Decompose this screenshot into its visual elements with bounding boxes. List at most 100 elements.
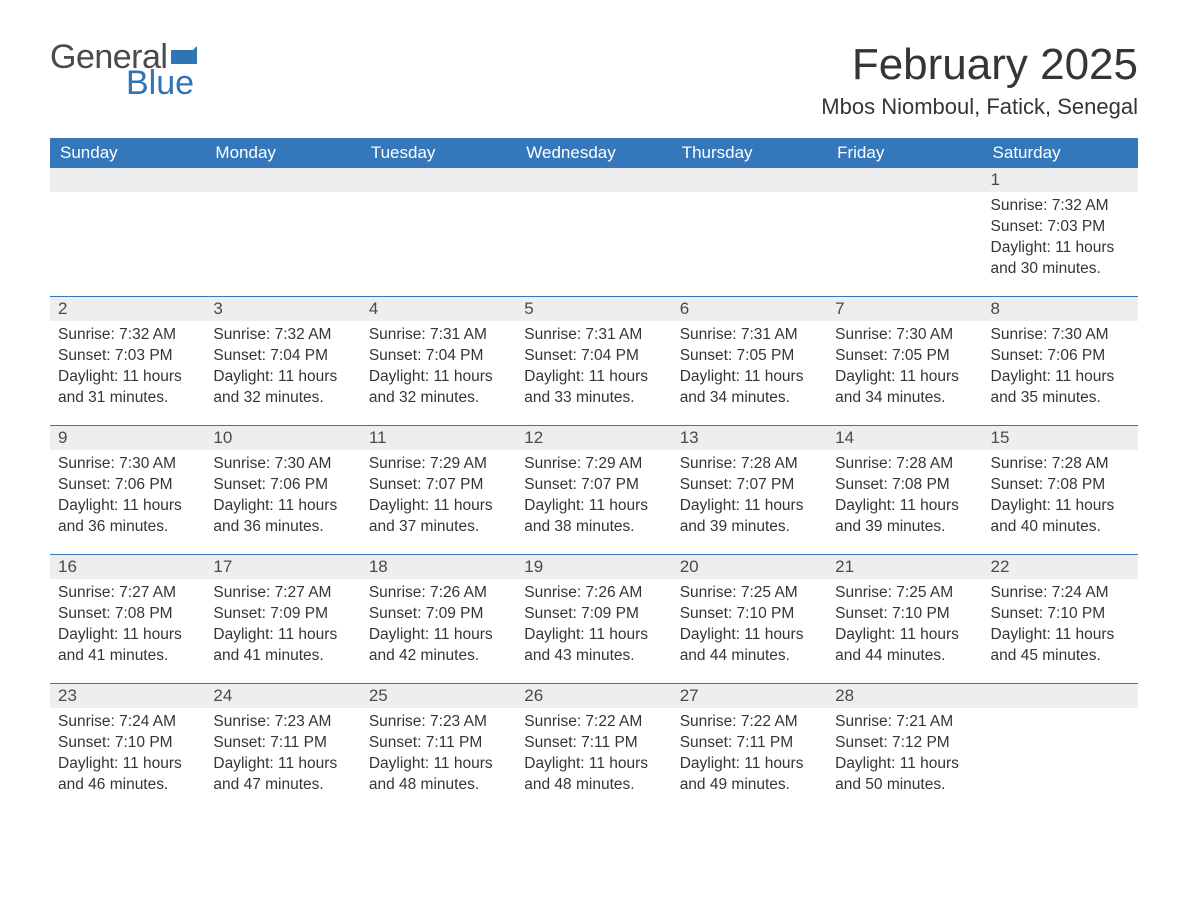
day-number: 18 [361, 555, 516, 579]
day-details: Sunrise: 7:25 AMSunset: 7:10 PMDaylight:… [827, 579, 982, 681]
day-number: 11 [361, 426, 516, 450]
day-number: 10 [205, 426, 360, 450]
calendar-day: 28Sunrise: 7:21 AMSunset: 7:12 PMDayligh… [827, 684, 982, 813]
calendar-day-empty [205, 168, 360, 297]
day-number: 4 [361, 297, 516, 321]
calendar-day: 10Sunrise: 7:30 AMSunset: 7:06 PMDayligh… [205, 426, 360, 555]
calendar-day: 22Sunrise: 7:24 AMSunset: 7:10 PMDayligh… [983, 555, 1138, 684]
title-block: February 2025 Mbos Niomboul, Fatick, Sen… [821, 40, 1138, 120]
calendar-day: 1Sunrise: 7:32 AMSunset: 7:03 PMDaylight… [983, 168, 1138, 297]
calendar-week: 1Sunrise: 7:32 AMSunset: 7:03 PMDaylight… [50, 168, 1138, 297]
calendar-day: 7Sunrise: 7:30 AMSunset: 7:05 PMDaylight… [827, 297, 982, 426]
calendar-day: 15Sunrise: 7:28 AMSunset: 7:08 PMDayligh… [983, 426, 1138, 555]
calendar-day: 18Sunrise: 7:26 AMSunset: 7:09 PMDayligh… [361, 555, 516, 684]
day-number: 2 [50, 297, 205, 321]
day-number: 28 [827, 684, 982, 708]
day-number: 19 [516, 555, 671, 579]
day-details: Sunrise: 7:26 AMSunset: 7:09 PMDaylight:… [516, 579, 671, 681]
calendar-day: 8Sunrise: 7:30 AMSunset: 7:06 PMDaylight… [983, 297, 1138, 426]
day-details: Sunrise: 7:32 AMSunset: 7:03 PMDaylight:… [983, 192, 1138, 294]
day-number [516, 168, 671, 192]
day-header: Monday [205, 138, 360, 168]
day-details: Sunrise: 7:28 AMSunset: 7:08 PMDaylight:… [983, 450, 1138, 552]
day-number: 13 [672, 426, 827, 450]
day-details: Sunrise: 7:23 AMSunset: 7:11 PMDaylight:… [205, 708, 360, 810]
calendar-day: 9Sunrise: 7:30 AMSunset: 7:06 PMDaylight… [50, 426, 205, 555]
day-number [827, 168, 982, 192]
day-details: Sunrise: 7:31 AMSunset: 7:05 PMDaylight:… [672, 321, 827, 423]
day-details: Sunrise: 7:24 AMSunset: 7:10 PMDaylight:… [983, 579, 1138, 681]
day-number [361, 168, 516, 192]
calendar-day: 25Sunrise: 7:23 AMSunset: 7:11 PMDayligh… [361, 684, 516, 813]
calendar-day: 11Sunrise: 7:29 AMSunset: 7:07 PMDayligh… [361, 426, 516, 555]
day-details: Sunrise: 7:30 AMSunset: 7:06 PMDaylight:… [983, 321, 1138, 423]
calendar-day: 23Sunrise: 7:24 AMSunset: 7:10 PMDayligh… [50, 684, 205, 813]
day-header: Thursday [672, 138, 827, 168]
calendar-day: 2Sunrise: 7:32 AMSunset: 7:03 PMDaylight… [50, 297, 205, 426]
calendar-day: 3Sunrise: 7:32 AMSunset: 7:04 PMDaylight… [205, 297, 360, 426]
day-number [205, 168, 360, 192]
day-number [672, 168, 827, 192]
calendar-week: 2Sunrise: 7:32 AMSunset: 7:03 PMDaylight… [50, 297, 1138, 426]
day-number: 9 [50, 426, 205, 450]
day-number: 20 [672, 555, 827, 579]
day-header-row: SundayMondayTuesdayWednesdayThursdayFrid… [50, 138, 1138, 168]
calendar-day-empty [672, 168, 827, 297]
month-title: February 2025 [821, 40, 1138, 90]
day-details: Sunrise: 7:28 AMSunset: 7:08 PMDaylight:… [827, 450, 982, 552]
calendar-week: 16Sunrise: 7:27 AMSunset: 7:08 PMDayligh… [50, 555, 1138, 684]
day-number: 23 [50, 684, 205, 708]
day-details: Sunrise: 7:26 AMSunset: 7:09 PMDaylight:… [361, 579, 516, 681]
day-number: 14 [827, 426, 982, 450]
day-number: 15 [983, 426, 1138, 450]
day-number: 7 [827, 297, 982, 321]
calendar-day: 24Sunrise: 7:23 AMSunset: 7:11 PMDayligh… [205, 684, 360, 813]
calendar-day: 6Sunrise: 7:31 AMSunset: 7:05 PMDaylight… [672, 297, 827, 426]
calendar-day-empty [50, 168, 205, 297]
day-number: 1 [983, 168, 1138, 192]
day-number: 26 [516, 684, 671, 708]
day-number: 24 [205, 684, 360, 708]
calendar-day: 17Sunrise: 7:27 AMSunset: 7:09 PMDayligh… [205, 555, 360, 684]
day-details: Sunrise: 7:31 AMSunset: 7:04 PMDaylight:… [361, 321, 516, 423]
day-number: 22 [983, 555, 1138, 579]
page-header: General Blue February 2025 Mbos Niomboul… [50, 40, 1138, 120]
day-header: Friday [827, 138, 982, 168]
day-number [50, 168, 205, 192]
day-details: Sunrise: 7:28 AMSunset: 7:07 PMDaylight:… [672, 450, 827, 552]
calendar-table: SundayMondayTuesdayWednesdayThursdayFrid… [50, 138, 1138, 812]
calendar-day: 27Sunrise: 7:22 AMSunset: 7:11 PMDayligh… [672, 684, 827, 813]
day-details: Sunrise: 7:22 AMSunset: 7:11 PMDaylight:… [672, 708, 827, 810]
day-details: Sunrise: 7:30 AMSunset: 7:05 PMDaylight:… [827, 321, 982, 423]
calendar-day: 20Sunrise: 7:25 AMSunset: 7:10 PMDayligh… [672, 555, 827, 684]
calendar-day: 5Sunrise: 7:31 AMSunset: 7:04 PMDaylight… [516, 297, 671, 426]
calendar-day: 14Sunrise: 7:28 AMSunset: 7:08 PMDayligh… [827, 426, 982, 555]
day-header: Tuesday [361, 138, 516, 168]
calendar-week: 9Sunrise: 7:30 AMSunset: 7:06 PMDaylight… [50, 426, 1138, 555]
day-details: Sunrise: 7:29 AMSunset: 7:07 PMDaylight:… [516, 450, 671, 552]
calendar-day: 16Sunrise: 7:27 AMSunset: 7:08 PMDayligh… [50, 555, 205, 684]
calendar-day: 21Sunrise: 7:25 AMSunset: 7:10 PMDayligh… [827, 555, 982, 684]
day-details: Sunrise: 7:27 AMSunset: 7:09 PMDaylight:… [205, 579, 360, 681]
location: Mbos Niomboul, Fatick, Senegal [821, 94, 1138, 120]
calendar-day: 12Sunrise: 7:29 AMSunset: 7:07 PMDayligh… [516, 426, 671, 555]
day-number: 16 [50, 555, 205, 579]
calendar-day-empty [361, 168, 516, 297]
calendar-day-empty [516, 168, 671, 297]
day-details: Sunrise: 7:32 AMSunset: 7:03 PMDaylight:… [50, 321, 205, 423]
day-details: Sunrise: 7:29 AMSunset: 7:07 PMDaylight:… [361, 450, 516, 552]
day-number: 6 [672, 297, 827, 321]
day-number: 5 [516, 297, 671, 321]
calendar-day-empty [827, 168, 982, 297]
day-header: Wednesday [516, 138, 671, 168]
day-details: Sunrise: 7:23 AMSunset: 7:11 PMDaylight:… [361, 708, 516, 810]
day-number: 27 [672, 684, 827, 708]
calendar-day: 4Sunrise: 7:31 AMSunset: 7:04 PMDaylight… [361, 297, 516, 426]
calendar-day: 26Sunrise: 7:22 AMSunset: 7:11 PMDayligh… [516, 684, 671, 813]
day-details: Sunrise: 7:27 AMSunset: 7:08 PMDaylight:… [50, 579, 205, 681]
day-header: Saturday [983, 138, 1138, 168]
logo-text-blue: Blue [126, 66, 197, 100]
day-details: Sunrise: 7:24 AMSunset: 7:10 PMDaylight:… [50, 708, 205, 810]
day-number: 3 [205, 297, 360, 321]
calendar-day-empty [983, 684, 1138, 813]
